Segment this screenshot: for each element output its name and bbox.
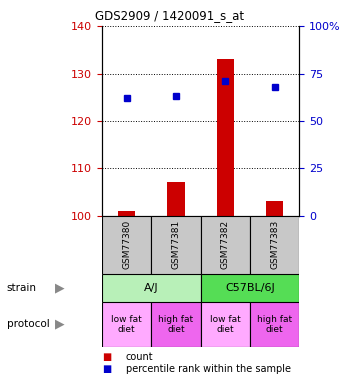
Text: low fat
diet: low fat diet	[111, 315, 142, 334]
Text: GSM77383: GSM77383	[270, 220, 279, 269]
Bar	[151, 302, 201, 347]
Text: GSM77382: GSM77382	[221, 220, 230, 269]
Text: high fat
diet: high fat diet	[158, 315, 193, 334]
Text: count: count	[126, 352, 153, 362]
Text: low fat
diet: low fat diet	[210, 315, 241, 334]
Text: high fat
diet: high fat diet	[257, 315, 292, 334]
Bar	[250, 302, 299, 347]
Bar	[250, 216, 299, 274]
Bar	[102, 302, 151, 347]
Text: A/J: A/J	[144, 283, 159, 293]
Bar	[201, 216, 250, 274]
Text: percentile rank within the sample: percentile rank within the sample	[126, 364, 291, 374]
Bar	[217, 59, 234, 216]
Text: strain: strain	[7, 283, 37, 293]
Text: GSM77381: GSM77381	[171, 220, 181, 269]
Text: GSM77380: GSM77380	[122, 220, 131, 269]
Bar	[102, 216, 151, 274]
Text: ■: ■	[102, 352, 111, 362]
Text: ■: ■	[102, 364, 111, 374]
Bar	[201, 302, 250, 347]
Text: C57BL/6J: C57BL/6J	[225, 283, 275, 293]
Text: ▶: ▶	[55, 318, 64, 331]
Bar	[167, 183, 185, 216]
Bar	[151, 216, 201, 274]
Bar	[201, 274, 299, 302]
Text: GDS2909 / 1420091_s_at: GDS2909 / 1420091_s_at	[96, 9, 244, 22]
Bar	[266, 201, 283, 216]
Text: protocol: protocol	[7, 320, 50, 329]
Text: ▶: ▶	[55, 281, 64, 294]
Bar	[118, 211, 135, 216]
Bar	[102, 274, 201, 302]
